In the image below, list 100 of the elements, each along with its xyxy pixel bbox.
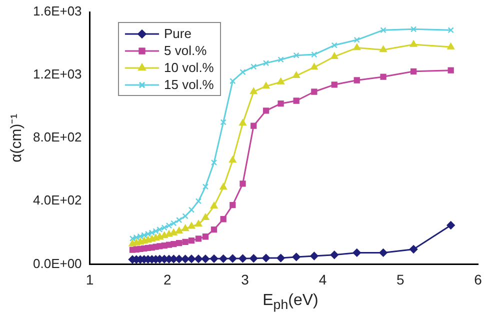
point [202, 234, 209, 240]
point [201, 254, 210, 263]
point [141, 232, 148, 238]
point [250, 64, 257, 70]
point [137, 233, 144, 240]
point [410, 26, 417, 32]
point [448, 67, 454, 74]
point [161, 224, 168, 231]
point [194, 254, 203, 263]
y-tick-label: 0.0E+00 [33, 256, 82, 271]
point [188, 206, 195, 213]
point [250, 88, 258, 94]
point [262, 254, 270, 262]
point [354, 77, 360, 84]
point [380, 27, 386, 34]
point [409, 245, 418, 254]
point [170, 240, 177, 248]
point [446, 221, 455, 230]
point [228, 254, 237, 263]
point [220, 119, 226, 126]
legend-label: Pure [164, 26, 192, 41]
x-tick-label: 6 [474, 271, 482, 288]
y-tick-label: 1.6E+03 [33, 4, 82, 19]
point [220, 216, 226, 222]
point [311, 88, 318, 95]
point [262, 82, 270, 89]
point [176, 216, 182, 224]
point [330, 52, 338, 59]
point [250, 254, 258, 262]
point [187, 254, 196, 263]
point [194, 220, 202, 227]
y-tick-label: 4.0E+02 [33, 192, 82, 208]
point [278, 56, 284, 63]
point [293, 98, 300, 104]
point [129, 235, 136, 242]
point [219, 254, 228, 263]
point [278, 100, 284, 107]
point [156, 243, 163, 250]
point [310, 63, 318, 70]
point [380, 74, 386, 80]
y-tick-label: 1.2E+03 [33, 66, 82, 82]
point [292, 252, 300, 262]
point [181, 254, 190, 264]
point [331, 42, 338, 48]
point [262, 108, 270, 114]
point [152, 228, 159, 234]
point [240, 68, 246, 76]
point [182, 238, 188, 246]
x-tick-label: 1 [86, 271, 94, 288]
point [156, 226, 163, 233]
legend-label: 15 vol.% [164, 77, 214, 92]
x-tick-label: 2 [164, 271, 172, 288]
point [277, 78, 284, 84]
point [202, 214, 210, 220]
point [410, 40, 418, 47]
point [195, 198, 202, 204]
point [240, 180, 246, 187]
point [170, 220, 177, 226]
point [210, 202, 218, 209]
point [447, 42, 454, 50]
y-axis-title: α(cm)⁻¹ [8, 114, 26, 162]
x-tick-label: 3 [241, 271, 250, 288]
point [182, 224, 189, 232]
point [238, 254, 247, 263]
point [292, 72, 300, 78]
point [229, 156, 236, 163]
point [148, 230, 155, 236]
y-tick-label: 8.0E+02 [33, 130, 82, 145]
point [176, 240, 182, 246]
x-axis-title: E$_{ph}$(eV) [262, 292, 320, 312]
point [166, 222, 172, 229]
point [230, 78, 236, 84]
point [188, 222, 196, 229]
point [352, 248, 361, 257]
point [331, 82, 338, 88]
point [210, 159, 218, 166]
point [220, 183, 227, 190]
point [210, 226, 218, 233]
point [410, 68, 417, 74]
x-tick-label: 4 [318, 271, 327, 288]
point [379, 248, 388, 257]
point [175, 227, 183, 234]
point [182, 213, 188, 220]
point [210, 254, 218, 263]
point [188, 237, 195, 244]
point [144, 230, 152, 238]
point [293, 52, 300, 58]
point [311, 51, 318, 58]
point [202, 184, 209, 190]
point [262, 60, 270, 66]
point [230, 202, 236, 208]
point [276, 254, 285, 262]
point [353, 44, 361, 50]
x-tick-label: 5 [396, 271, 404, 288]
point [310, 252, 318, 260]
point [195, 236, 202, 242]
point [354, 36, 360, 43]
point [448, 27, 454, 34]
point [170, 228, 178, 236]
point [330, 250, 338, 259]
